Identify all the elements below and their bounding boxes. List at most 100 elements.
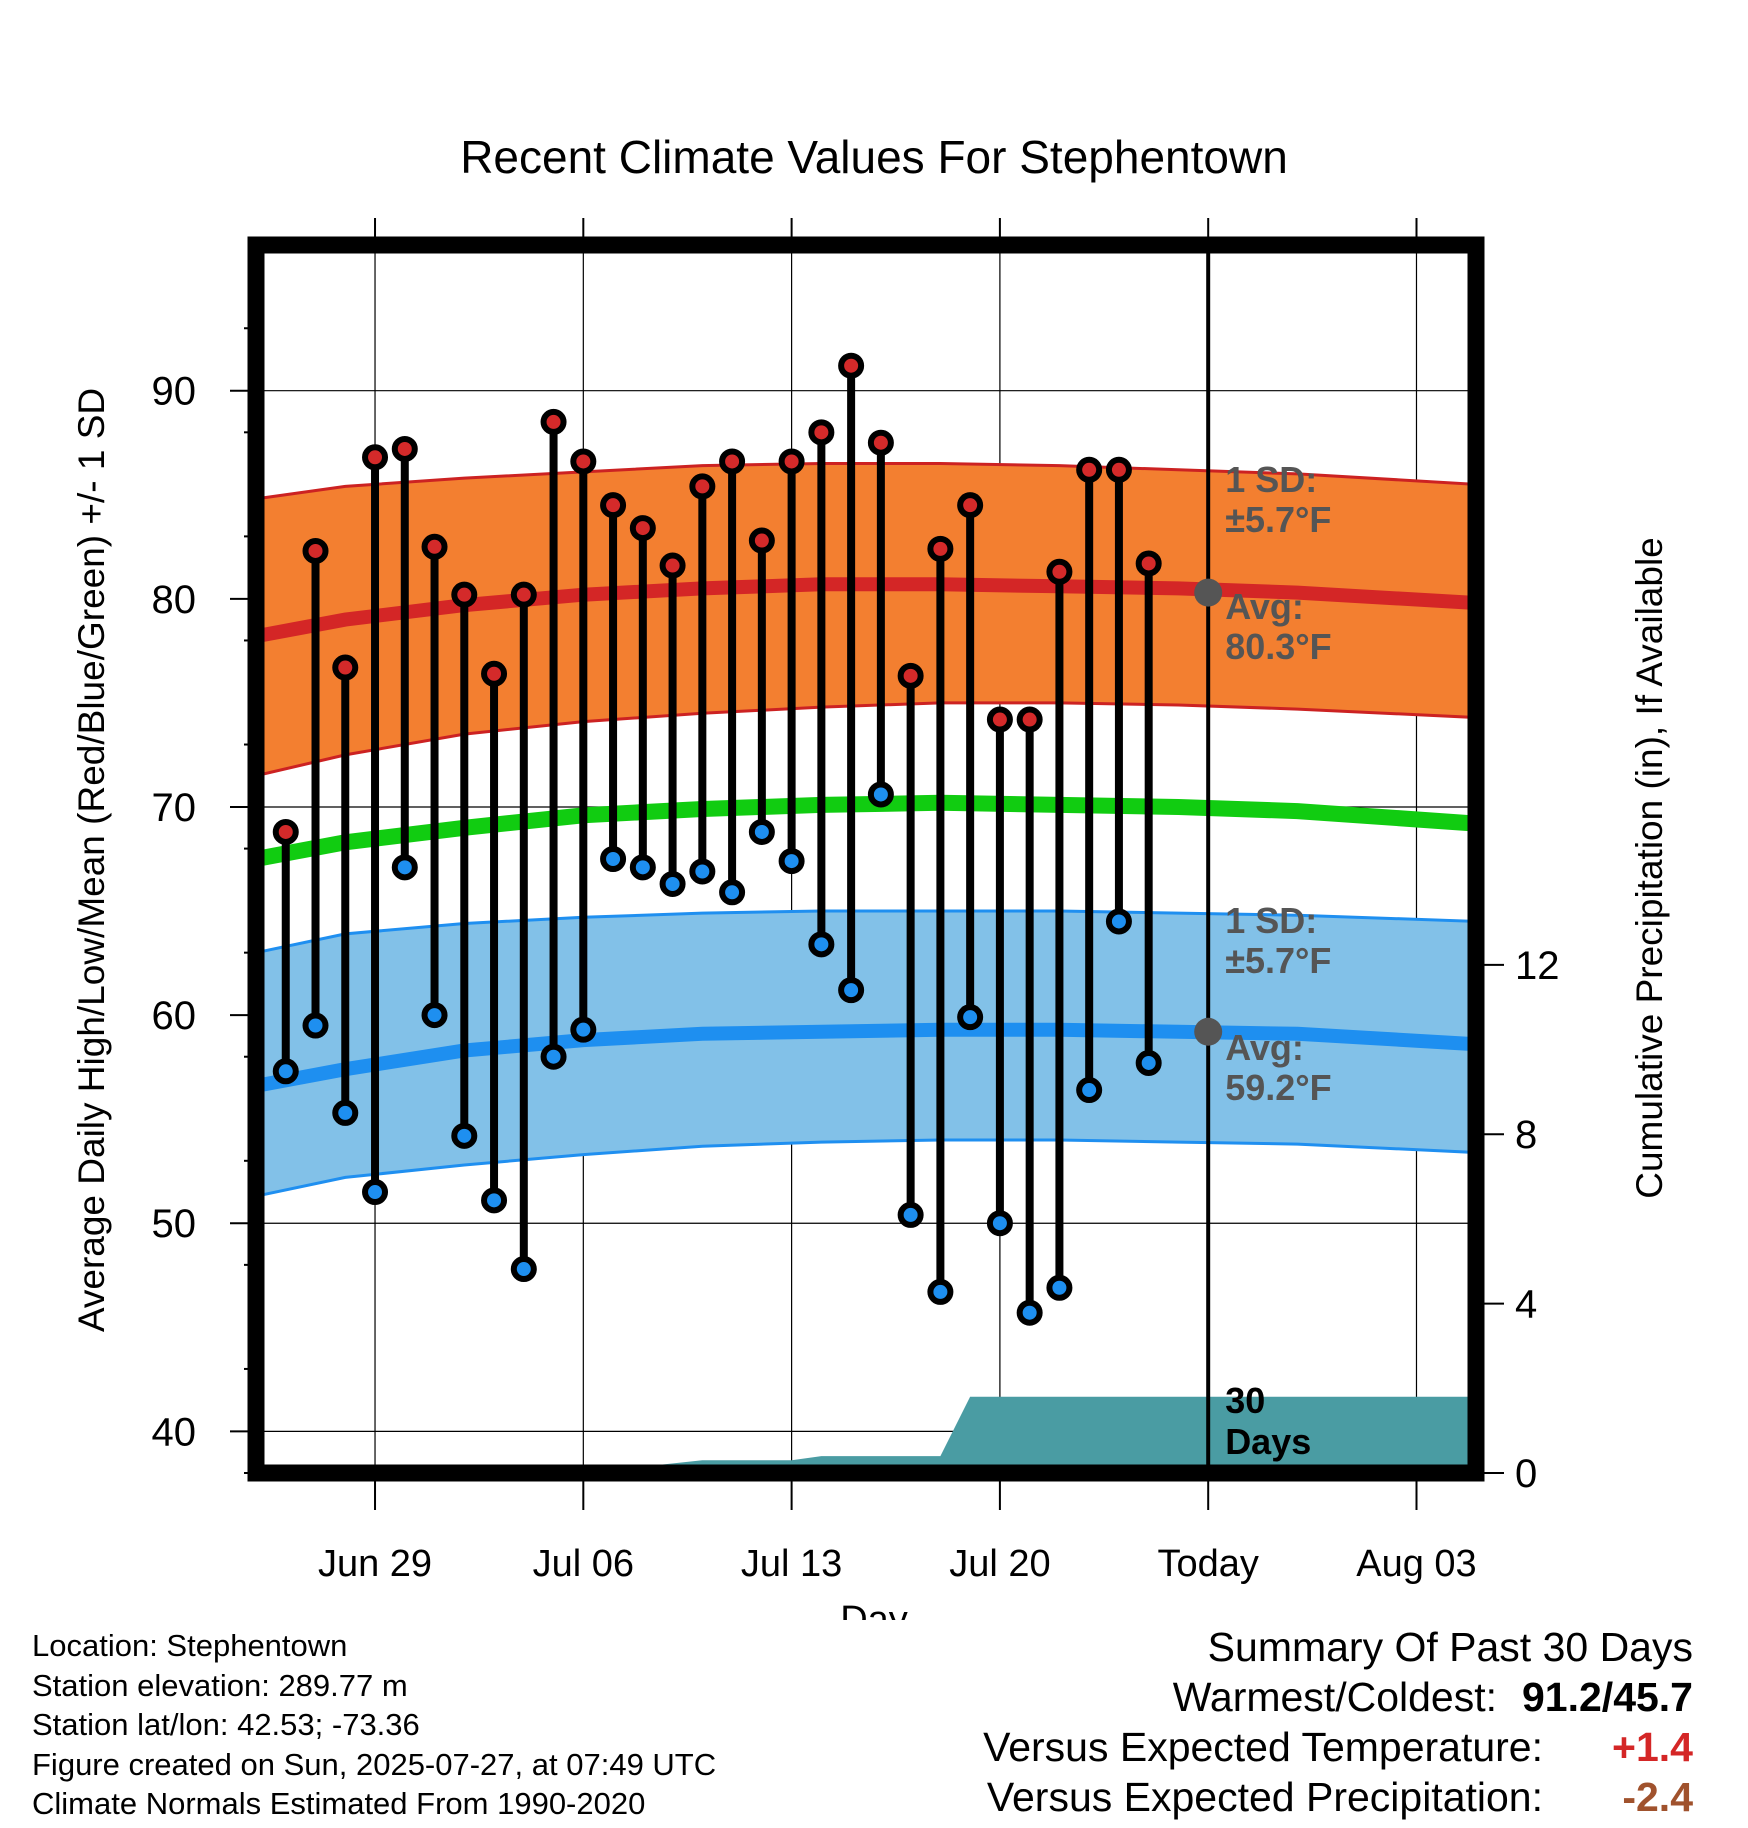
summary-precip-departure: Versus Expected Precipitation: -2.4 <box>983 1772 1693 1822</box>
y-tick-label: 60 <box>152 994 197 1038</box>
observed-low-point <box>867 781 894 808</box>
summary-warmest-coldest: Warmest/Coldest: 91.2/45.7 <box>983 1672 1693 1722</box>
observed-high-point <box>421 533 448 560</box>
observed-high-point <box>1076 456 1103 483</box>
x-axis-label: Day <box>840 1599 908 1620</box>
station-info: Location: Stephentown Station elevation:… <box>32 1626 716 1824</box>
precip-departure-value: -2.4 <box>1622 1774 1693 1820</box>
y-tick-label: 80 <box>152 578 197 622</box>
y2-tick-label: 12 <box>1515 944 1560 988</box>
observed-low-point <box>1105 908 1132 935</box>
normal-mean-line <box>254 794 1477 867</box>
observed-high-point <box>897 662 924 689</box>
warmest-coldest-value: 91.2/45.7 <box>1522 1674 1693 1720</box>
x-tick-label: Jul 20 <box>949 1543 1050 1585</box>
summary-title: Summary Of Past 30 Days <box>1207 1624 1693 1670</box>
observed-low-point <box>748 818 775 845</box>
chart-title: Recent Climate Values For Stephentown <box>460 131 1288 183</box>
y2-tick-label: 8 <box>1515 1113 1537 1157</box>
normals-text: Climate Normals Estimated From 1990-2020 <box>32 1786 646 1821</box>
observed-low-point <box>362 1179 389 1206</box>
observed-low-point <box>986 1210 1013 1237</box>
y-tick-label: 90 <box>152 370 197 414</box>
observed-low-point <box>332 1099 359 1126</box>
observed-low-point <box>302 1012 329 1039</box>
observed-high-point <box>808 419 835 446</box>
observed-high-point <box>659 552 686 579</box>
temp-departure-label: Versus Expected Temperature: <box>983 1724 1543 1770</box>
gridlines <box>256 245 1476 1473</box>
y-tick-label: 40 <box>152 1410 197 1454</box>
normal-bands <box>254 462 1478 1199</box>
observed-high-point <box>1105 456 1132 483</box>
observed-low-point <box>808 931 835 958</box>
observed-high-point <box>481 660 508 687</box>
observed-high-point <box>451 581 478 608</box>
observed-low-point <box>510 1256 537 1283</box>
observed-low-point <box>778 848 805 875</box>
observed-high-point <box>1046 558 1073 585</box>
x-tick-label: Jul 06 <box>533 1543 634 1585</box>
low-avg-value: 59.2°F <box>1225 1067 1331 1108</box>
today-low-avg-marker <box>1194 1017 1223 1046</box>
observed-low-point <box>719 879 746 906</box>
cumulative-precip-area <box>256 1396 1476 1473</box>
observed-high-point <box>391 435 418 462</box>
observed-high-point <box>986 706 1013 733</box>
created-text: Figure created on Sun, 2025-07-27, at 07… <box>32 1746 717 1782</box>
today-high-avg-marker <box>1194 578 1223 607</box>
warmest-coldest-label: Warmest/Coldest: <box>1172 1674 1497 1720</box>
plot-frame <box>247 236 1485 1482</box>
observed-low-point <box>897 1201 924 1228</box>
y2-axis-label: Cumulative Precipitation (in), If Availa… <box>1629 537 1670 1199</box>
axes: 40 50 60 70 80 90 0 4 8 12 Jun 29 Jul 06 Jul 13 Jul 2… <box>152 218 1560 1585</box>
observed-low-point <box>1046 1274 1073 1301</box>
observed-high-point <box>719 448 746 475</box>
high-avg-value: 80.3°F <box>1225 626 1331 667</box>
x-tick-label: Today <box>1157 1543 1258 1585</box>
high-sd-label: 1 SD: <box>1225 459 1317 500</box>
observed-high-point <box>957 492 984 519</box>
observed-high-point <box>600 492 627 519</box>
x-tick-label: Jul 13 <box>741 1543 842 1585</box>
observed-low-point <box>629 854 656 881</box>
y2-tick-label: 0 <box>1515 1452 1537 1496</box>
observed-high-point <box>748 527 775 554</box>
location-text: Location: Stephentown <box>32 1628 348 1663</box>
summary-panel: Summary Of Past 30 Days Warmest/Coldest:… <box>983 1622 1693 1822</box>
observed-low-point <box>272 1058 299 1085</box>
x-tick-label: Aug 03 <box>1356 1543 1476 1585</box>
observed-low-point <box>421 1002 448 1029</box>
observed-high-point <box>629 515 656 542</box>
observed-high-point <box>1135 550 1162 577</box>
observed-low-point <box>570 1016 597 1043</box>
observed-high-point <box>272 818 299 845</box>
observed-high-point <box>540 408 567 435</box>
observed-high-point <box>1016 706 1043 733</box>
observed-high-point <box>778 448 805 475</box>
precip-days-label: 30 <box>1225 1380 1265 1421</box>
observed-high-point <box>362 444 389 471</box>
observed-low-point <box>600 846 627 872</box>
y-tick-label: 50 <box>152 1202 197 1246</box>
precipitation-area <box>256 1396 1476 1473</box>
observed-high-point <box>510 581 537 608</box>
observed-high-point <box>689 473 716 500</box>
summary-temp-departure: Versus Expected Temperature: +1.4 <box>983 1722 1693 1772</box>
latlon-text: Station lat/lon: 42.53; -73.36 <box>32 1707 420 1742</box>
observed-low-point <box>1135 1049 1162 1076</box>
observed-high-point <box>838 352 865 379</box>
temp-departure-value: +1.4 <box>1612 1724 1693 1770</box>
low-sd-label: 1 SD: <box>1225 900 1317 941</box>
y-tick-label: 70 <box>152 786 197 830</box>
high-avg-label: Avg: <box>1225 586 1304 627</box>
observed-low-point <box>391 854 418 881</box>
low-sd-value: ±5.7°F <box>1225 940 1331 981</box>
observed-low-point <box>1076 1077 1103 1104</box>
observed-low-point <box>481 1187 508 1214</box>
precip-departure-label: Versus Expected Precipitation: <box>986 1774 1543 1820</box>
observed-low-point <box>957 1004 984 1031</box>
precip-days-label: Days <box>1225 1421 1311 1462</box>
climate-chart: Recent Climate Values For Stephentown 1 … <box>71 131 1670 1620</box>
